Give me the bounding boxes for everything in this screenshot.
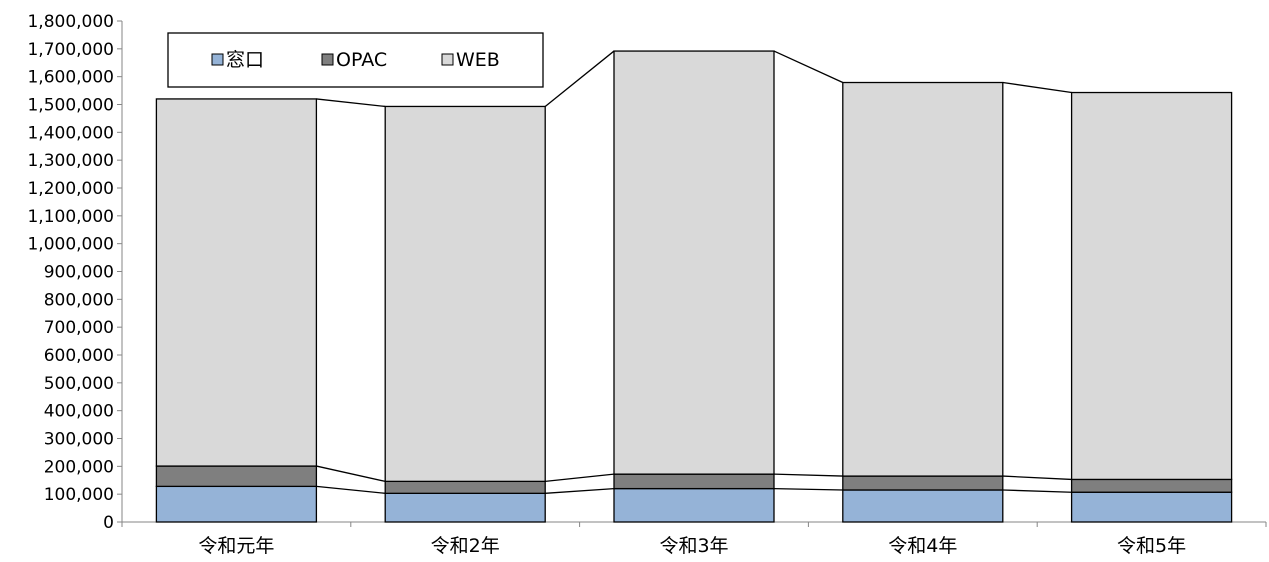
legend-label: OPAC (336, 49, 387, 71)
y-tick-label: 1,500,000 (27, 96, 114, 116)
bar-窓口-令和元年 (155, 485, 318, 523)
x-tick-label: 令和2年 (431, 535, 500, 557)
legend-swatch (321, 53, 334, 66)
bar-OPAC-令和4年 (842, 475, 1004, 491)
bar-WEB-令和2年 (384, 105, 546, 483)
bar-OPAC-令和2年 (384, 480, 546, 494)
series-line-WEB (773, 50, 844, 84)
series-line-WEB (316, 98, 386, 108)
series-line-OPAC (773, 473, 843, 477)
y-tick-label: 1,700,000 (27, 40, 114, 60)
series-line-窓口 (316, 485, 386, 494)
y-tick-label: 1,000,000 (27, 235, 114, 255)
legend-swatch (441, 53, 454, 66)
legend-box (167, 32, 544, 88)
legend-swatch (211, 53, 224, 66)
series-lines (316, 50, 1072, 494)
bar-窓口-令和4年 (842, 489, 1004, 523)
series-line-OPAC (1002, 475, 1072, 481)
y-tick-label: 900,000 (44, 263, 114, 283)
series-line-WEB (1002, 81, 1072, 94)
legend-label: 窓口 (226, 49, 264, 71)
bar-WEB-令和4年 (842, 81, 1004, 477)
y-tick-label: 200,000 (44, 457, 114, 477)
y-tick-label: 400,000 (44, 402, 114, 422)
y-tick-label: 1,800,000 (27, 12, 114, 32)
bar-OPAC-令和3年 (613, 473, 775, 490)
y-tick-label: 600,000 (44, 346, 114, 366)
bar-WEB-令和5年 (1070, 91, 1233, 481)
y-tick-label: 1,600,000 (27, 68, 114, 88)
y-tick-label: 800,000 (44, 290, 114, 310)
y-tick-label: 500,000 (44, 374, 114, 394)
legend: 窓口 OPAC WEB (167, 32, 544, 88)
series-line-窓口 (545, 487, 615, 494)
bar-窓口-令和2年 (384, 492, 546, 523)
y-tick-label: 100,000 (44, 485, 114, 505)
y-tick-label: 1,300,000 (27, 151, 114, 171)
series-line-WEB (544, 50, 615, 107)
bars (155, 50, 1233, 523)
x-tick-label: 令和4年 (888, 535, 957, 557)
bar-WEB-令和3年 (613, 50, 775, 475)
x-tick-labels: 令和元年 令和2年 令和3年 令和4年 令和5年 (198, 535, 1186, 557)
bar-窓口-令和3年 (613, 487, 775, 523)
y-tick-label: 1,100,000 (27, 207, 114, 227)
y-tick-label: 300,000 (44, 430, 114, 450)
y-tick-labels: 0 100,000 200,000 300,000 400,000 500,000 600,… (27, 12, 114, 533)
legend-label: WEB (456, 49, 500, 71)
bar-窓口-令和5年 (1070, 491, 1233, 523)
bar-OPAC-令和5年 (1070, 478, 1233, 493)
y-tick-label: 1,400,000 (27, 123, 114, 143)
series-line-OPAC (545, 473, 615, 483)
y-tick-label: 700,000 (44, 318, 114, 338)
x-tick-label: 令和3年 (659, 535, 728, 557)
series-line-窓口 (773, 487, 843, 491)
bar-WEB-令和元年 (155, 98, 318, 467)
x-tick-label: 令和元年 (198, 535, 274, 557)
x-tick-label: 令和5年 (1117, 535, 1186, 557)
series-line-窓口 (1002, 489, 1072, 493)
y-tick-label: 0 (103, 513, 114, 533)
series-line-OPAC (316, 465, 386, 482)
y-tick-label: 1,200,000 (27, 179, 114, 199)
bar-OPAC-令和元年 (155, 465, 318, 488)
